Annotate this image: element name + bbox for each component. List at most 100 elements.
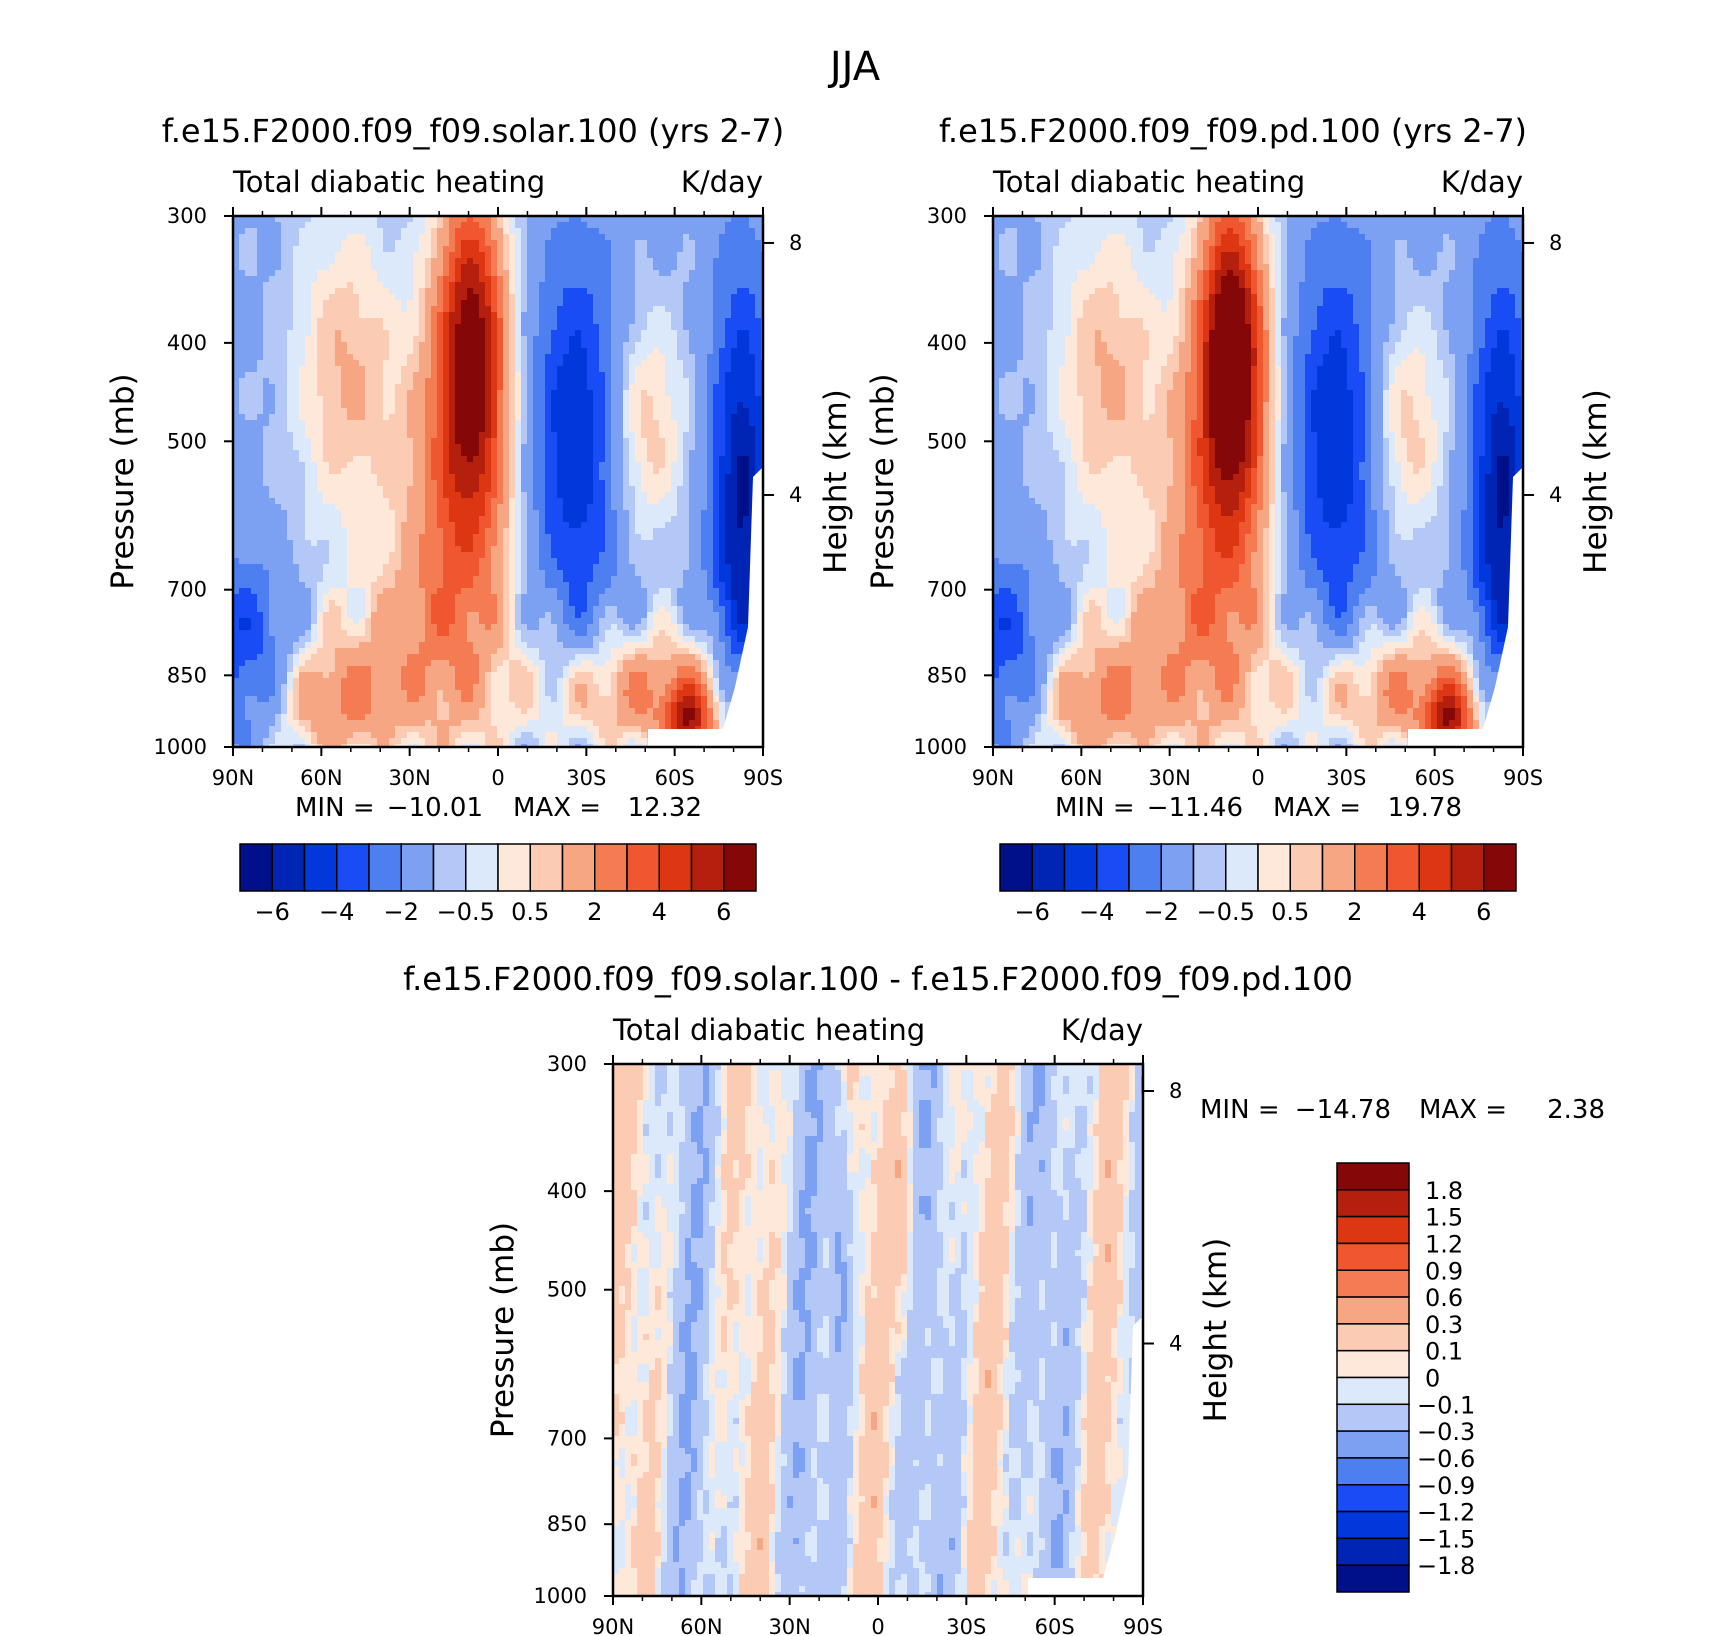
colorbar-box	[724, 844, 756, 891]
max-value: 19.78	[1388, 793, 1462, 823]
y-tick-label: 700	[167, 578, 207, 602]
x-tick-label: 60S	[1415, 766, 1455, 790]
panel-title: f.e15.F2000.f09_f09.solar.100 (yrs 2-7)	[162, 112, 784, 150]
colorbar-label: −0.6	[1417, 1445, 1475, 1473]
units-label: K/day	[681, 165, 763, 199]
max-label: MAX =	[1419, 1095, 1507, 1125]
colorbar-box	[272, 844, 304, 891]
y-axis-title: Pressure (mb)	[485, 1222, 521, 1438]
colorbar-label: 0.3	[1425, 1311, 1463, 1339]
y2-axis-title: Height (km)	[1578, 389, 1614, 574]
panel-title: f.e15.F2000.f09_f09.pd.100 (yrs 2-7)	[939, 112, 1527, 150]
colorbar-label: −6	[255, 898, 290, 926]
x-tick-label: 60N	[300, 766, 342, 790]
colorbar-box	[1337, 1351, 1409, 1378]
colorbar-label: 0.5	[1271, 898, 1309, 926]
x-tick-label: 30S	[946, 1615, 986, 1636]
colorbar-label: 1.8	[1425, 1177, 1463, 1205]
colorbar-label: 0	[1425, 1365, 1440, 1393]
colorbar-box	[1337, 1458, 1409, 1485]
colorbar-box	[1337, 1404, 1409, 1431]
colorbar-box	[1337, 1243, 1409, 1270]
y-axis-title: Pressure (mb)	[105, 373, 141, 589]
colorbar-box	[337, 844, 369, 891]
heatmap-field	[233, 216, 764, 748]
chart-panel-3: f.e15.F2000.f09_f09.solar.100 - f.e15.F2…	[403, 960, 1605, 1636]
colorbar-box	[1337, 1512, 1409, 1539]
x-tick-label: 90S	[1503, 766, 1543, 790]
y-axis-title: Pressure (mb)	[865, 373, 901, 589]
colorbar-label: 0.1	[1425, 1338, 1463, 1366]
x-tick-label: 30N	[388, 766, 430, 790]
colorbar-label: 2	[1347, 898, 1362, 926]
max-label: MAX =	[513, 793, 601, 823]
colorbar-label: −0.3	[1417, 1418, 1475, 1446]
units-label: K/day	[1441, 165, 1523, 199]
y2-tick-label: 8	[1169, 1079, 1182, 1103]
colorbar-box	[1000, 844, 1032, 891]
colorbar-box	[1129, 844, 1161, 891]
colorbar-box	[1337, 1378, 1409, 1405]
y-tick-label: 850	[547, 1512, 587, 1536]
colorbar-box	[1290, 844, 1322, 891]
panel-title: f.e15.F2000.f09_f09.solar.100 - f.e15.F2…	[403, 960, 1353, 998]
colorbar-box	[401, 844, 433, 891]
colorbar-box	[1337, 1485, 1409, 1512]
colorbar-label: −0.5	[1197, 898, 1255, 926]
y2-tick-label: 4	[1169, 1332, 1182, 1356]
y-tick-label: 700	[927, 578, 967, 602]
colorbar-box	[1355, 844, 1387, 891]
y-tick-label: 300	[547, 1052, 587, 1076]
min-value: −10.01	[387, 793, 483, 823]
y-tick-label: 1000	[154, 735, 207, 759]
colorbar-box	[369, 844, 401, 891]
colorbar-label: −1.8	[1417, 1552, 1475, 1580]
colorbar-label: −0.9	[1417, 1472, 1475, 1500]
colorbar-box	[1337, 1270, 1409, 1297]
colorbar-box	[1419, 844, 1451, 891]
x-tick-label: 90N	[212, 766, 254, 790]
colorbar-label: −1.2	[1417, 1499, 1475, 1527]
heatmap-field	[993, 216, 1524, 748]
y-tick-label: 700	[547, 1426, 587, 1450]
colorbar-box	[434, 844, 466, 891]
max-value: 12.32	[628, 793, 702, 823]
colorbar-box	[1337, 1538, 1409, 1565]
x-tick-label: 30N	[768, 1615, 810, 1636]
colorbar-label: 6	[1476, 898, 1491, 926]
y-tick-label: 850	[167, 663, 207, 687]
colorbar-label: 0.5	[511, 898, 549, 926]
y-tick-label: 500	[927, 429, 967, 453]
colorbar-box	[1337, 1565, 1409, 1592]
colorbar-box	[595, 844, 627, 891]
x-tick-label: 90N	[972, 766, 1014, 790]
colorbar-box	[1065, 844, 1097, 891]
x-tick-label: 0	[1251, 766, 1264, 790]
colorbar-box	[1337, 1217, 1409, 1244]
x-tick-label: 60S	[655, 766, 695, 790]
colorbar-label: 0.6	[1425, 1284, 1463, 1312]
chart-panel-1: f.e15.F2000.f09_f09.solar.100 (yrs 2-7)T…	[105, 112, 854, 926]
colorbar-box	[530, 844, 562, 891]
colorbar-box	[1258, 844, 1290, 891]
colorbar-box	[1484, 844, 1516, 891]
colorbar-label: −0.1	[1417, 1391, 1475, 1419]
colorbar-box	[240, 844, 272, 891]
colorbar-box	[1097, 844, 1129, 891]
colorbar-label: −6	[1015, 898, 1050, 926]
y-tick-label: 400	[547, 1179, 587, 1203]
chart-panel-2: f.e15.F2000.f09_f09.pd.100 (yrs 2-7) Tota…	[865, 112, 1614, 926]
left-label: Total diabatic heating	[992, 165, 1305, 199]
y2-tick-label: 4	[789, 483, 802, 507]
colorbar-label: 1.5	[1425, 1204, 1463, 1232]
y-tick-label: 300	[927, 204, 967, 228]
left-label: Total diabatic heating	[612, 1013, 925, 1047]
y-tick-label: 400	[167, 331, 207, 355]
colorbar-label: −1.5	[1417, 1525, 1475, 1553]
colorbar-box	[1194, 844, 1226, 891]
colorbar-box	[1337, 1324, 1409, 1351]
colorbar-label: −4	[319, 898, 354, 926]
colorbar-box	[1452, 844, 1484, 891]
colorbar-box	[1337, 1163, 1409, 1190]
